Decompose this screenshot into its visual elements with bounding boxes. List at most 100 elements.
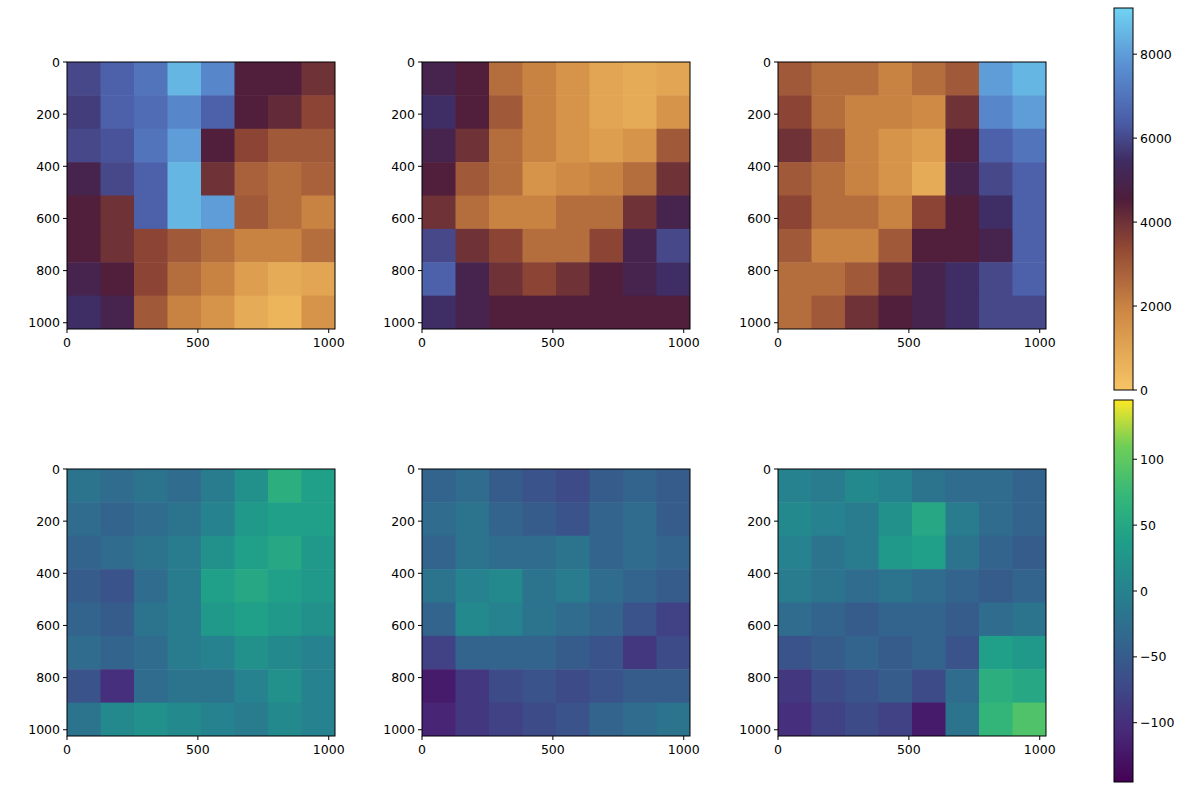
cell xyxy=(489,536,523,570)
y-tick xyxy=(63,677,67,678)
x-tick-label: 0 xyxy=(418,335,426,350)
y-tick xyxy=(418,729,422,730)
cell xyxy=(101,703,135,736)
cell xyxy=(778,229,812,263)
cell xyxy=(523,95,557,129)
x-tick-label: 500 xyxy=(897,742,921,757)
cell xyxy=(422,162,456,196)
cell xyxy=(422,603,456,637)
cell xyxy=(912,569,946,603)
cell xyxy=(623,296,657,329)
y-tick-label: 800 xyxy=(747,670,771,685)
y-tick-label: 400 xyxy=(36,159,60,174)
y-tick xyxy=(774,62,778,63)
cell xyxy=(302,636,336,670)
x-tick xyxy=(67,329,68,333)
cell xyxy=(523,262,557,296)
y-tick-label: 600 xyxy=(747,211,771,226)
cell xyxy=(556,129,590,163)
cell xyxy=(235,95,269,129)
y-tick-label: 800 xyxy=(391,670,415,685)
cell xyxy=(657,162,691,196)
cell xyxy=(456,129,490,163)
cell xyxy=(101,536,135,570)
colorbar-tick xyxy=(1133,54,1137,55)
cell xyxy=(67,229,101,263)
colorbar-tick-label: 4000 xyxy=(1140,215,1172,230)
cell xyxy=(778,603,812,637)
cell xyxy=(302,129,336,163)
cell xyxy=(1013,536,1047,570)
cell xyxy=(456,262,490,296)
cell xyxy=(1013,196,1047,230)
cell xyxy=(134,636,168,670)
cell xyxy=(235,262,269,296)
y-tick xyxy=(63,469,67,470)
cell xyxy=(912,636,946,670)
cell xyxy=(101,603,135,637)
y-tick xyxy=(774,270,778,271)
cell xyxy=(845,703,879,736)
y-tick xyxy=(63,114,67,115)
cell xyxy=(1013,262,1047,296)
x-tick xyxy=(908,329,909,333)
cell xyxy=(879,162,913,196)
cell xyxy=(268,296,302,329)
cell xyxy=(168,229,202,263)
y-tick xyxy=(418,270,422,271)
cell xyxy=(590,296,624,329)
cell xyxy=(812,196,846,230)
cell xyxy=(523,129,557,163)
colorbar-tick xyxy=(1133,656,1137,657)
cell xyxy=(134,669,168,703)
x-tick xyxy=(778,736,779,740)
cell xyxy=(657,95,691,129)
cell xyxy=(590,162,624,196)
cell xyxy=(523,196,557,230)
cell xyxy=(657,703,691,736)
y-tick xyxy=(418,166,422,167)
cell xyxy=(422,636,456,670)
y-tick xyxy=(63,166,67,167)
cell xyxy=(946,162,980,196)
colorbar-tick-label: 100 xyxy=(1140,452,1164,467)
cell xyxy=(67,262,101,296)
cell xyxy=(235,636,269,670)
x-tick-label: 0 xyxy=(774,742,782,757)
cell xyxy=(67,636,101,670)
cell xyxy=(523,229,557,263)
cell xyxy=(879,569,913,603)
cell xyxy=(201,162,235,196)
cell xyxy=(302,469,336,503)
cell xyxy=(845,469,879,503)
y-tick-label: 1000 xyxy=(739,722,771,737)
cell xyxy=(879,62,913,96)
cell xyxy=(268,262,302,296)
cell xyxy=(912,129,946,163)
cell xyxy=(523,536,557,570)
y-tick xyxy=(418,62,422,63)
cell xyxy=(1013,469,1047,503)
cell xyxy=(235,669,269,703)
cell xyxy=(268,469,302,503)
cell xyxy=(946,229,980,263)
cell xyxy=(778,469,812,503)
cell xyxy=(1013,296,1047,329)
y-tick-label: 800 xyxy=(36,263,60,278)
cell xyxy=(845,669,879,703)
cell xyxy=(1013,569,1047,603)
cell xyxy=(556,262,590,296)
cell xyxy=(235,569,269,603)
cell xyxy=(946,703,980,736)
cell xyxy=(879,669,913,703)
cell xyxy=(590,469,624,503)
cell xyxy=(946,669,980,703)
cell xyxy=(489,62,523,96)
cell xyxy=(912,669,946,703)
cell xyxy=(422,229,456,263)
cell xyxy=(101,162,135,196)
cell xyxy=(302,669,336,703)
frame xyxy=(778,62,1046,329)
frame xyxy=(422,469,690,736)
cell xyxy=(946,62,980,96)
